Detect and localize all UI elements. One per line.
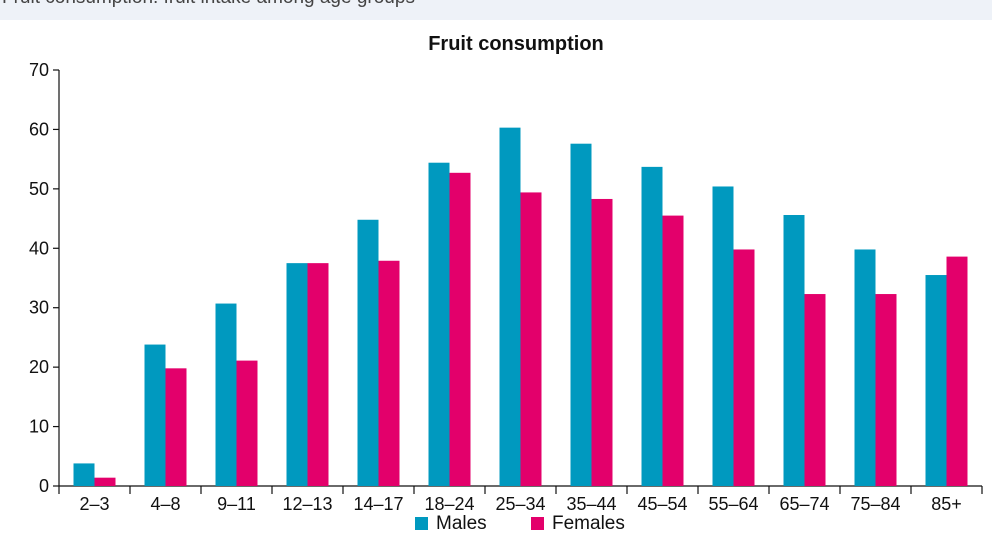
x-tick-label: 85+ [931,494,962,514]
bar-females-55-64 [733,249,755,486]
y-axis: 0 10 20 30 40 50 60 70 [29,60,60,496]
legend-swatch-females [531,517,544,530]
bar-females-75-84 [875,294,897,486]
y-tick-label: 30 [29,298,49,318]
x-tick-label: 9–11 [217,494,256,514]
x-tick-label: 55–64 [708,494,758,514]
bar-females-35-44 [591,198,613,486]
bar-males-65-74 [783,215,805,486]
bar-males-45-54 [641,166,663,486]
x-tick-label: 14–17 [353,494,403,514]
legend: Males Females [415,513,625,534]
x-tick-label: 45–54 [637,494,687,514]
x-axis: 2–3 4–8 9–11 12–13 14–17 18–24 25–34 35–44 45–54… [58,485,983,514]
x-tick-label: 18–24 [424,494,474,514]
y-tick-label: 40 [29,238,49,258]
x-tick-label: 25–34 [495,494,545,514]
bar-males-85+ [925,275,947,486]
y-tick-label: 10 [29,417,49,437]
x-tick-label: 12–13 [282,494,332,514]
legend-label-males: Males [436,513,487,534]
bar-males-55-64 [712,186,734,487]
bar-females-25-34 [520,192,542,486]
caption-strip: Fruit consumption: fruit intake among ag… [0,0,992,20]
bars [73,127,968,487]
y-tick-label: 0 [39,476,49,496]
bar-males-75-84 [854,249,876,486]
bar-males-2-3 [73,463,95,486]
bar-females-45-54 [662,215,684,486]
bar-males-4-8 [144,344,166,486]
bar-females-65-74 [804,294,826,486]
bar-females-9-11 [236,360,258,486]
x-tick-label: 65–74 [779,494,829,514]
bar-females-4-8 [165,368,187,486]
x-tick-label: 4–8 [150,494,180,514]
bar-males-9-11 [215,303,237,486]
y-tick-label: 20 [29,357,49,377]
bar-females-12-13 [307,263,329,486]
legend-swatch-males [415,517,428,530]
legend-label-females: Females [552,513,625,534]
bar-males-14-17 [357,219,379,486]
bar-males-12-13 [286,263,308,486]
x-tick-label: 2–3 [79,494,109,514]
caption-fragment: Fruit consumption: fruit intake among ag… [2,0,415,9]
chart-title: Fruit consumption [428,33,604,55]
y-tick-label: 70 [29,60,49,80]
bar-females-85+ [946,256,968,486]
bar-females-14-17 [378,260,400,486]
x-tick-label: 75–84 [850,494,900,514]
bar-females-2-3 [94,477,116,486]
bar-males-18-24 [428,162,450,487]
x-tick-label: 35–44 [566,494,616,514]
bar-males-35-44 [570,143,592,487]
bar-females-18-24 [449,172,471,486]
bar-males-25-34 [499,127,521,486]
y-tick-label: 60 [29,119,49,139]
y-tick-label: 50 [29,179,49,199]
